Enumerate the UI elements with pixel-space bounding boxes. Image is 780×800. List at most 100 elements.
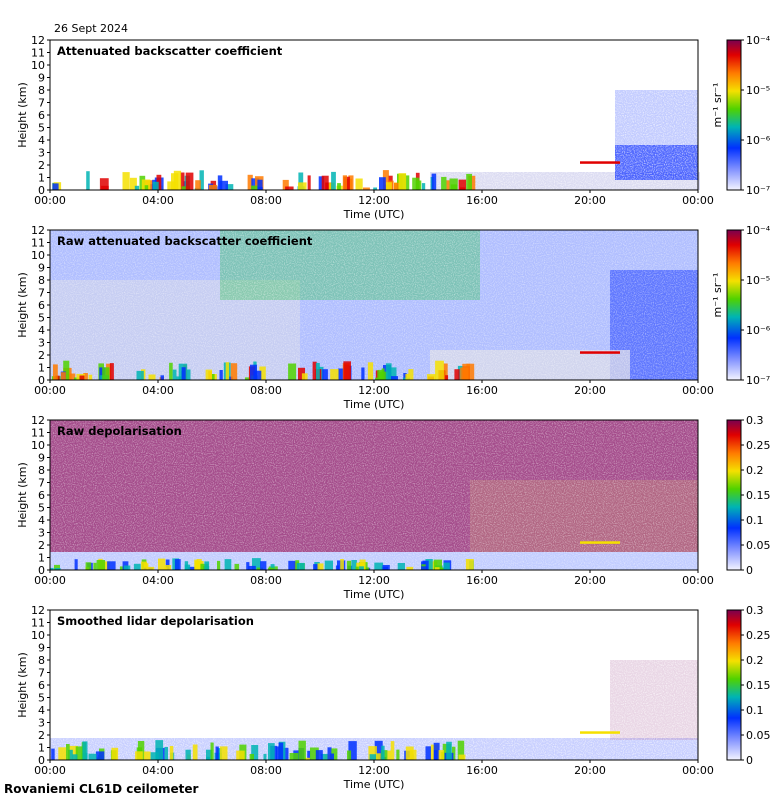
x-tick-label: 00:00	[682, 574, 714, 587]
y-tick-label: 12	[31, 34, 45, 47]
y-tick-label: 2	[38, 159, 45, 172]
y-tick-label: 0	[38, 754, 45, 767]
y-tick-label: 9	[38, 262, 45, 275]
colorbar-tick-label: 10⁻⁷	[746, 374, 770, 387]
y-tick-label: 6	[38, 489, 45, 502]
y-tick-label: 0	[38, 374, 45, 387]
y-tick-label: 2	[38, 539, 45, 552]
y-tick-label: 11	[31, 237, 45, 250]
y-tick-label: 9	[38, 452, 45, 465]
heatmap-field	[50, 610, 698, 760]
y-tick-label: 4	[38, 324, 45, 337]
y-tick-label: 8	[38, 464, 45, 477]
y-tick-label: 7	[38, 477, 45, 490]
x-tick-label: 00:00	[682, 384, 714, 397]
y-tick-label: 7	[38, 667, 45, 680]
y-tick-label: 1	[38, 552, 45, 565]
y-tick-label: 12	[31, 604, 45, 617]
x-axis-label: Time (UTC)	[343, 208, 405, 221]
colorbar-unit-label: m⁻¹ sr⁻¹	[711, 273, 724, 318]
heatmap-field	[50, 40, 700, 190]
y-tick-label: 5	[38, 692, 45, 705]
date-label: 26 Sept 2024	[54, 22, 128, 35]
colorbar-tick-label: 10⁻⁵	[746, 274, 770, 287]
y-tick-label: 8	[38, 654, 45, 667]
y-tick-label: 10	[31, 439, 45, 452]
x-tick-label: 08:00	[250, 764, 282, 777]
y-tick-label: 0	[38, 564, 45, 577]
colorbar-tick-label: 10⁻⁵	[746, 84, 770, 97]
x-tick-label: 20:00	[574, 384, 606, 397]
y-tick-label: 0	[38, 184, 45, 197]
x-tick-label: 08:00	[250, 194, 282, 207]
x-tick-label: 12:00	[358, 384, 390, 397]
y-tick-label: 4	[38, 704, 45, 717]
x-tick-label: 00:00	[34, 194, 66, 207]
y-axis-label: Height (km)	[16, 272, 29, 338]
y-tick-label: 10	[31, 629, 45, 642]
x-axis-label: Time (UTC)	[343, 778, 405, 791]
y-tick-label: 11	[31, 617, 45, 630]
y-tick-label: 5	[38, 312, 45, 325]
heatmap-field	[50, 420, 698, 570]
x-axis-label: Time (UTC)	[343, 398, 405, 411]
x-tick-label: 00:00	[34, 764, 66, 777]
y-axis-label: Height (km)	[16, 462, 29, 528]
x-tick-label: 04:00	[142, 194, 174, 207]
y-tick-label: 2	[38, 729, 45, 742]
colorbar-tick-label: 0.1	[746, 704, 764, 717]
y-tick-label: 1	[38, 362, 45, 375]
panel-title: Raw depolarisation	[57, 424, 182, 438]
colorbar-tick-label: 0.25	[746, 439, 771, 452]
colorbar-tick-label: 10⁻⁷	[746, 184, 770, 197]
y-tick-label: 3	[38, 527, 45, 540]
colorbar-tick-label: 0.25	[746, 629, 771, 642]
colorbar	[726, 609, 742, 761]
y-tick-label: 4	[38, 134, 45, 147]
x-tick-label: 04:00	[142, 764, 174, 777]
x-tick-label: 16:00	[466, 194, 498, 207]
x-tick-label: 16:00	[466, 764, 498, 777]
colorbar-tick-label: 0	[746, 564, 753, 577]
x-tick-label: 00:00	[682, 764, 714, 777]
y-tick-label: 7	[38, 97, 45, 110]
x-tick-label: 20:00	[574, 574, 606, 587]
x-tick-label: 16:00	[466, 574, 498, 587]
colorbar-tick-label: 0	[746, 754, 753, 767]
colorbar-tick-label: 10⁻⁶	[746, 134, 771, 147]
y-tick-label: 11	[31, 47, 45, 60]
y-tick-label: 3	[38, 147, 45, 160]
x-tick-label: 12:00	[358, 764, 390, 777]
y-tick-label: 5	[38, 502, 45, 515]
colorbar-tick-label: 0.3	[746, 414, 764, 427]
x-tick-label: 04:00	[142, 384, 174, 397]
x-tick-label: 20:00	[574, 764, 606, 777]
colorbar-tick-label: 0.1	[746, 514, 764, 527]
colorbar-tick-label: 0.2	[746, 654, 764, 667]
colorbar-unit-label: m⁻¹ sr⁻¹	[711, 83, 724, 128]
panel-title: Attenuated backscatter coefficient	[57, 44, 283, 58]
y-tick-label: 7	[38, 287, 45, 300]
footer-label: Rovaniemi CL61D ceilometer	[4, 782, 199, 796]
x-tick-label: 12:00	[358, 194, 390, 207]
heatmap-field	[50, 230, 698, 380]
colorbar-tick-label: 0.2	[746, 464, 764, 477]
y-tick-label: 9	[38, 72, 45, 85]
colorbar-tick-label: 10⁻⁴	[746, 224, 771, 237]
colorbar-tick-label: 0.15	[746, 489, 771, 502]
x-tick-label: 08:00	[250, 384, 282, 397]
colorbar	[726, 419, 742, 571]
y-tick-label: 10	[31, 59, 45, 72]
colorbar	[726, 229, 742, 381]
colorbar	[726, 39, 742, 191]
x-tick-label: 00:00	[34, 574, 66, 587]
colorbar-tick-label: 0.3	[746, 604, 764, 617]
y-tick-label: 5	[38, 122, 45, 135]
x-tick-label: 04:00	[142, 574, 174, 587]
y-tick-label: 11	[31, 427, 45, 440]
